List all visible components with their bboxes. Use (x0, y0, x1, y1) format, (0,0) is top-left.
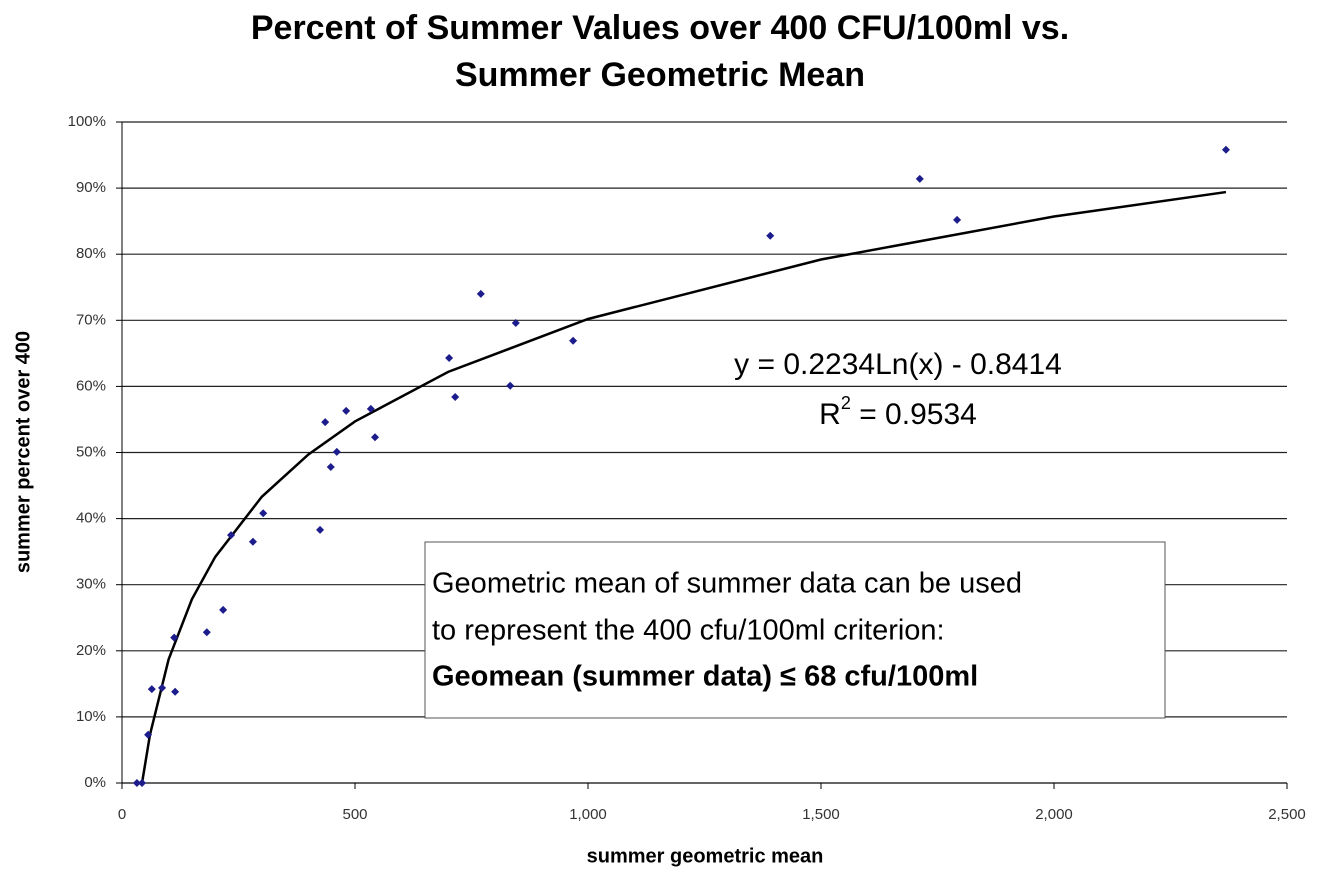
point (202, 628, 211, 637)
point (326, 463, 335, 472)
x-tick-label: 1,000 (569, 806, 607, 823)
point (445, 353, 454, 362)
note-box (424, 541, 1166, 719)
y-tick-label: 100% (68, 113, 106, 130)
x-tick-label: 500 (342, 806, 367, 823)
r-base: R (819, 398, 841, 431)
point (506, 381, 515, 390)
point (371, 433, 380, 442)
x-axis-label: summer geometric mean (587, 845, 824, 867)
point (170, 633, 179, 642)
point (316, 525, 325, 534)
point (147, 685, 156, 694)
point (766, 231, 775, 240)
y-axis-label: summer percent over 400 (12, 331, 34, 573)
r-rest: = 0.9534 (851, 398, 977, 431)
y-tick-label: 30% (76, 576, 106, 593)
x-tick-label: 2,000 (1035, 806, 1073, 823)
point (569, 336, 578, 345)
y-tick-label: 50% (76, 443, 106, 460)
point (227, 531, 236, 540)
x-tick-label: 0 (118, 806, 126, 823)
trendline (140, 190, 1227, 784)
grid: 0% 10% 20% 30% 40% 50% 60% 70% 80% 90% 100% 0 500 1,0… (68, 113, 1306, 823)
x-tick-label: 2,500 (1268, 806, 1306, 823)
marks (132, 145, 1230, 787)
r-sup: 2 (841, 393, 851, 413)
y-tick-label: 60% (76, 377, 106, 394)
point (171, 687, 180, 696)
point (248, 537, 257, 546)
chart-title: Percent of Summer Values over 400 CFU/10… (251, 9, 1069, 47)
trend-equation: y = 0.2234Ln(x) - 0.8414 (734, 348, 1062, 381)
point (451, 392, 460, 401)
point (476, 289, 485, 298)
note-line: Geometric mean of summer data can be use… (432, 568, 1022, 600)
point (138, 779, 147, 787)
y-tick-label: 90% (76, 179, 106, 196)
point (132, 779, 141, 787)
point (158, 683, 167, 692)
note-line: to represent the 400 cfu/100ml criterion… (432, 615, 945, 647)
r-squared: R2 = 0.9534 (819, 393, 977, 431)
y-tick-label: 0% (84, 774, 106, 791)
y-tick-label: 10% (76, 708, 106, 725)
point (1221, 145, 1230, 154)
point (259, 509, 268, 518)
point (366, 404, 375, 413)
note-line: Geomean (summer data) ≤ 68 cfu/100ml (432, 661, 978, 693)
point (219, 605, 228, 614)
y-tick-label: 70% (76, 311, 106, 328)
point (332, 447, 341, 456)
point (915, 174, 924, 183)
point (321, 418, 330, 427)
point (953, 215, 962, 224)
point (144, 730, 153, 739)
point (342, 406, 351, 415)
point (511, 318, 520, 327)
y-tick-label: 20% (76, 642, 106, 659)
y-tick-label: 80% (76, 245, 106, 262)
y-tick-label: 40% (76, 510, 106, 527)
chart-title: Summer Geometric Mean (455, 56, 865, 94)
x-tick-label: 1,500 (802, 806, 840, 823)
